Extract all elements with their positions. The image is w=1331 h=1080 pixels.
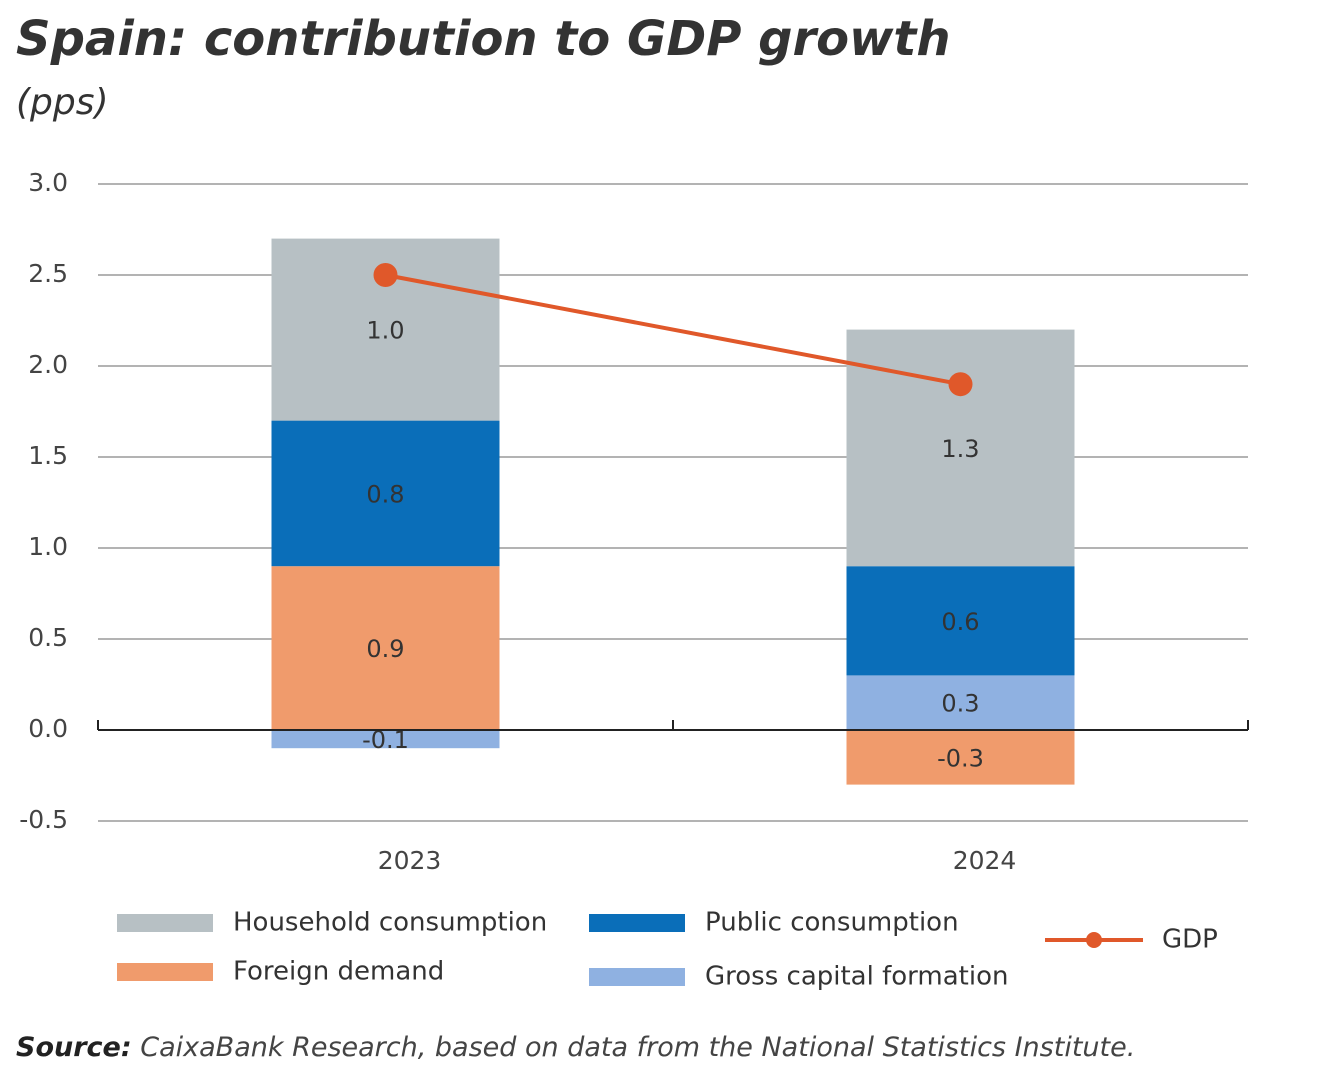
data-label: 0.3 xyxy=(941,690,979,718)
y-tick-label: 1.0 xyxy=(28,532,68,561)
legend-label: Public consumption xyxy=(705,908,959,938)
chart-subtitle: (pps) xyxy=(16,82,109,123)
legend-label: GDP xyxy=(1162,925,1218,955)
x-tick-label: 2024 xyxy=(953,846,1017,875)
legend-swatch xyxy=(117,963,213,981)
line xyxy=(385,273,961,387)
line-marker xyxy=(948,372,973,397)
data-label: 1.0 xyxy=(366,317,404,345)
bar-segment xyxy=(846,675,1075,730)
data-label: 0.8 xyxy=(366,480,404,508)
y-tick-label: -0.5 xyxy=(19,805,68,834)
x-tick-label: 2023 xyxy=(378,846,442,875)
legend-swatch xyxy=(589,968,685,986)
y-tick-label: 2.0 xyxy=(28,350,68,379)
bar-segment xyxy=(271,730,500,749)
y-tick-label: 2.5 xyxy=(28,259,68,288)
bar-segment xyxy=(846,730,1075,785)
legend-swatch xyxy=(117,914,213,932)
data-label: 1.3 xyxy=(941,435,979,463)
line-marker xyxy=(373,263,398,287)
legend-label: Household consumption xyxy=(233,908,547,938)
source-label: Source: xyxy=(16,1032,132,1063)
y-tick-label: 1.5 xyxy=(28,441,68,470)
bar-segment xyxy=(271,566,500,730)
y-tick-label: 3.0 xyxy=(28,168,68,197)
source-text: CaixaBank Research, based on data from t… xyxy=(140,1032,1135,1063)
data-label: -0.3 xyxy=(937,744,984,772)
chart-title: Spain: contribution to GDP growth xyxy=(16,11,951,67)
y-tick-label: 0.0 xyxy=(28,714,68,743)
legend-label: Foreign demand xyxy=(233,957,444,987)
bar-segment xyxy=(846,566,1075,676)
legend-label: Gross capital formation xyxy=(705,962,1008,992)
data-label: 0.6 xyxy=(941,608,979,636)
y-tick-label: 0.5 xyxy=(28,623,68,652)
bar-segment xyxy=(271,420,500,567)
source: Source: CaixaBank Research, based on dat… xyxy=(16,1032,1135,1063)
legend-marker xyxy=(1086,932,1102,948)
legend-swatch xyxy=(589,914,685,932)
data-label: 0.9 xyxy=(366,635,404,663)
